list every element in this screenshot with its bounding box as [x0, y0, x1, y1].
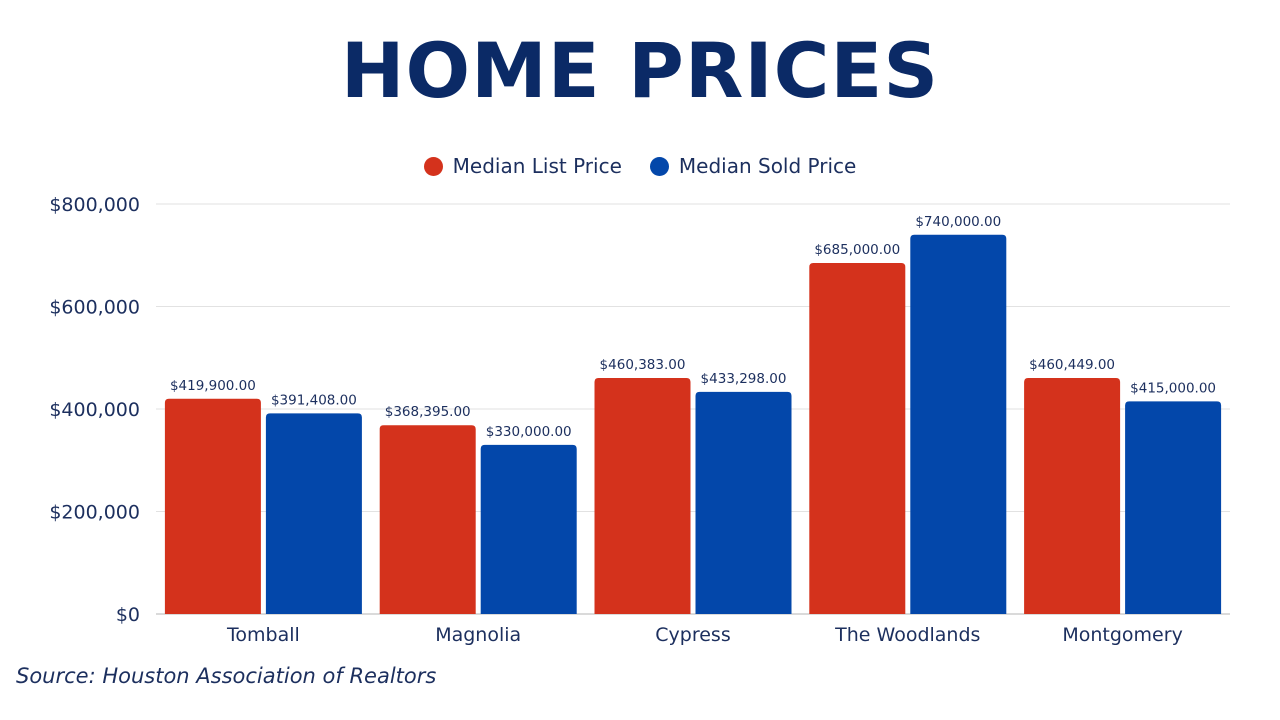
data-label: $391,408.00: [271, 392, 357, 408]
legend-item-sold-price: Median Sold Price: [649, 154, 857, 178]
y-tick-label: $600,000: [49, 297, 140, 319]
data-label: $460,449.00: [1029, 357, 1115, 373]
x-tick-label: Montgomery: [1062, 624, 1182, 646]
source-note: Source: Houston Association of Realtors: [16, 664, 437, 688]
legend-label-list-price: Median List Price: [452, 154, 622, 178]
bar: [265, 413, 362, 614]
y-tick-label: $0: [116, 604, 140, 626]
data-label: $415,000.00: [1130, 380, 1216, 396]
y-tick-label: $200,000: [49, 502, 140, 524]
bar: [1125, 401, 1222, 614]
data-label: $330,000.00: [486, 424, 572, 440]
bar: [809, 262, 906, 614]
data-label: $685,000.00: [814, 242, 900, 258]
data-label: $740,000.00: [915, 214, 1001, 230]
bar: [379, 425, 476, 614]
bar: [695, 391, 792, 614]
chart-title: HOME PRICES: [340, 26, 940, 115]
bar: [480, 444, 577, 614]
bar: [164, 398, 261, 614]
bar: [594, 378, 691, 614]
x-tick-label: Magnolia: [435, 624, 521, 646]
x-tick-label: Tomball: [226, 624, 300, 646]
data-label: $460,383.00: [600, 357, 686, 373]
legend: Median List Price Median Sold Price: [0, 154, 1280, 178]
data-label: $368,395.00: [385, 404, 471, 420]
x-tick-label: The Woodlands: [834, 624, 980, 646]
data-label: $419,900.00: [170, 378, 256, 394]
legend-swatch-list-price: [423, 156, 443, 176]
y-tick-label: $800,000: [49, 194, 140, 216]
data-label: $433,298.00: [701, 371, 787, 387]
legend-item-list-price: Median List Price: [423, 154, 622, 178]
bar: [1024, 378, 1121, 614]
legend-swatch-sold-price: [649, 156, 669, 176]
x-tick-label: Cypress: [655, 624, 730, 646]
bar: [910, 234, 1007, 614]
legend-label-sold-price: Median Sold Price: [678, 154, 857, 178]
y-tick-label: $400,000: [49, 399, 140, 421]
